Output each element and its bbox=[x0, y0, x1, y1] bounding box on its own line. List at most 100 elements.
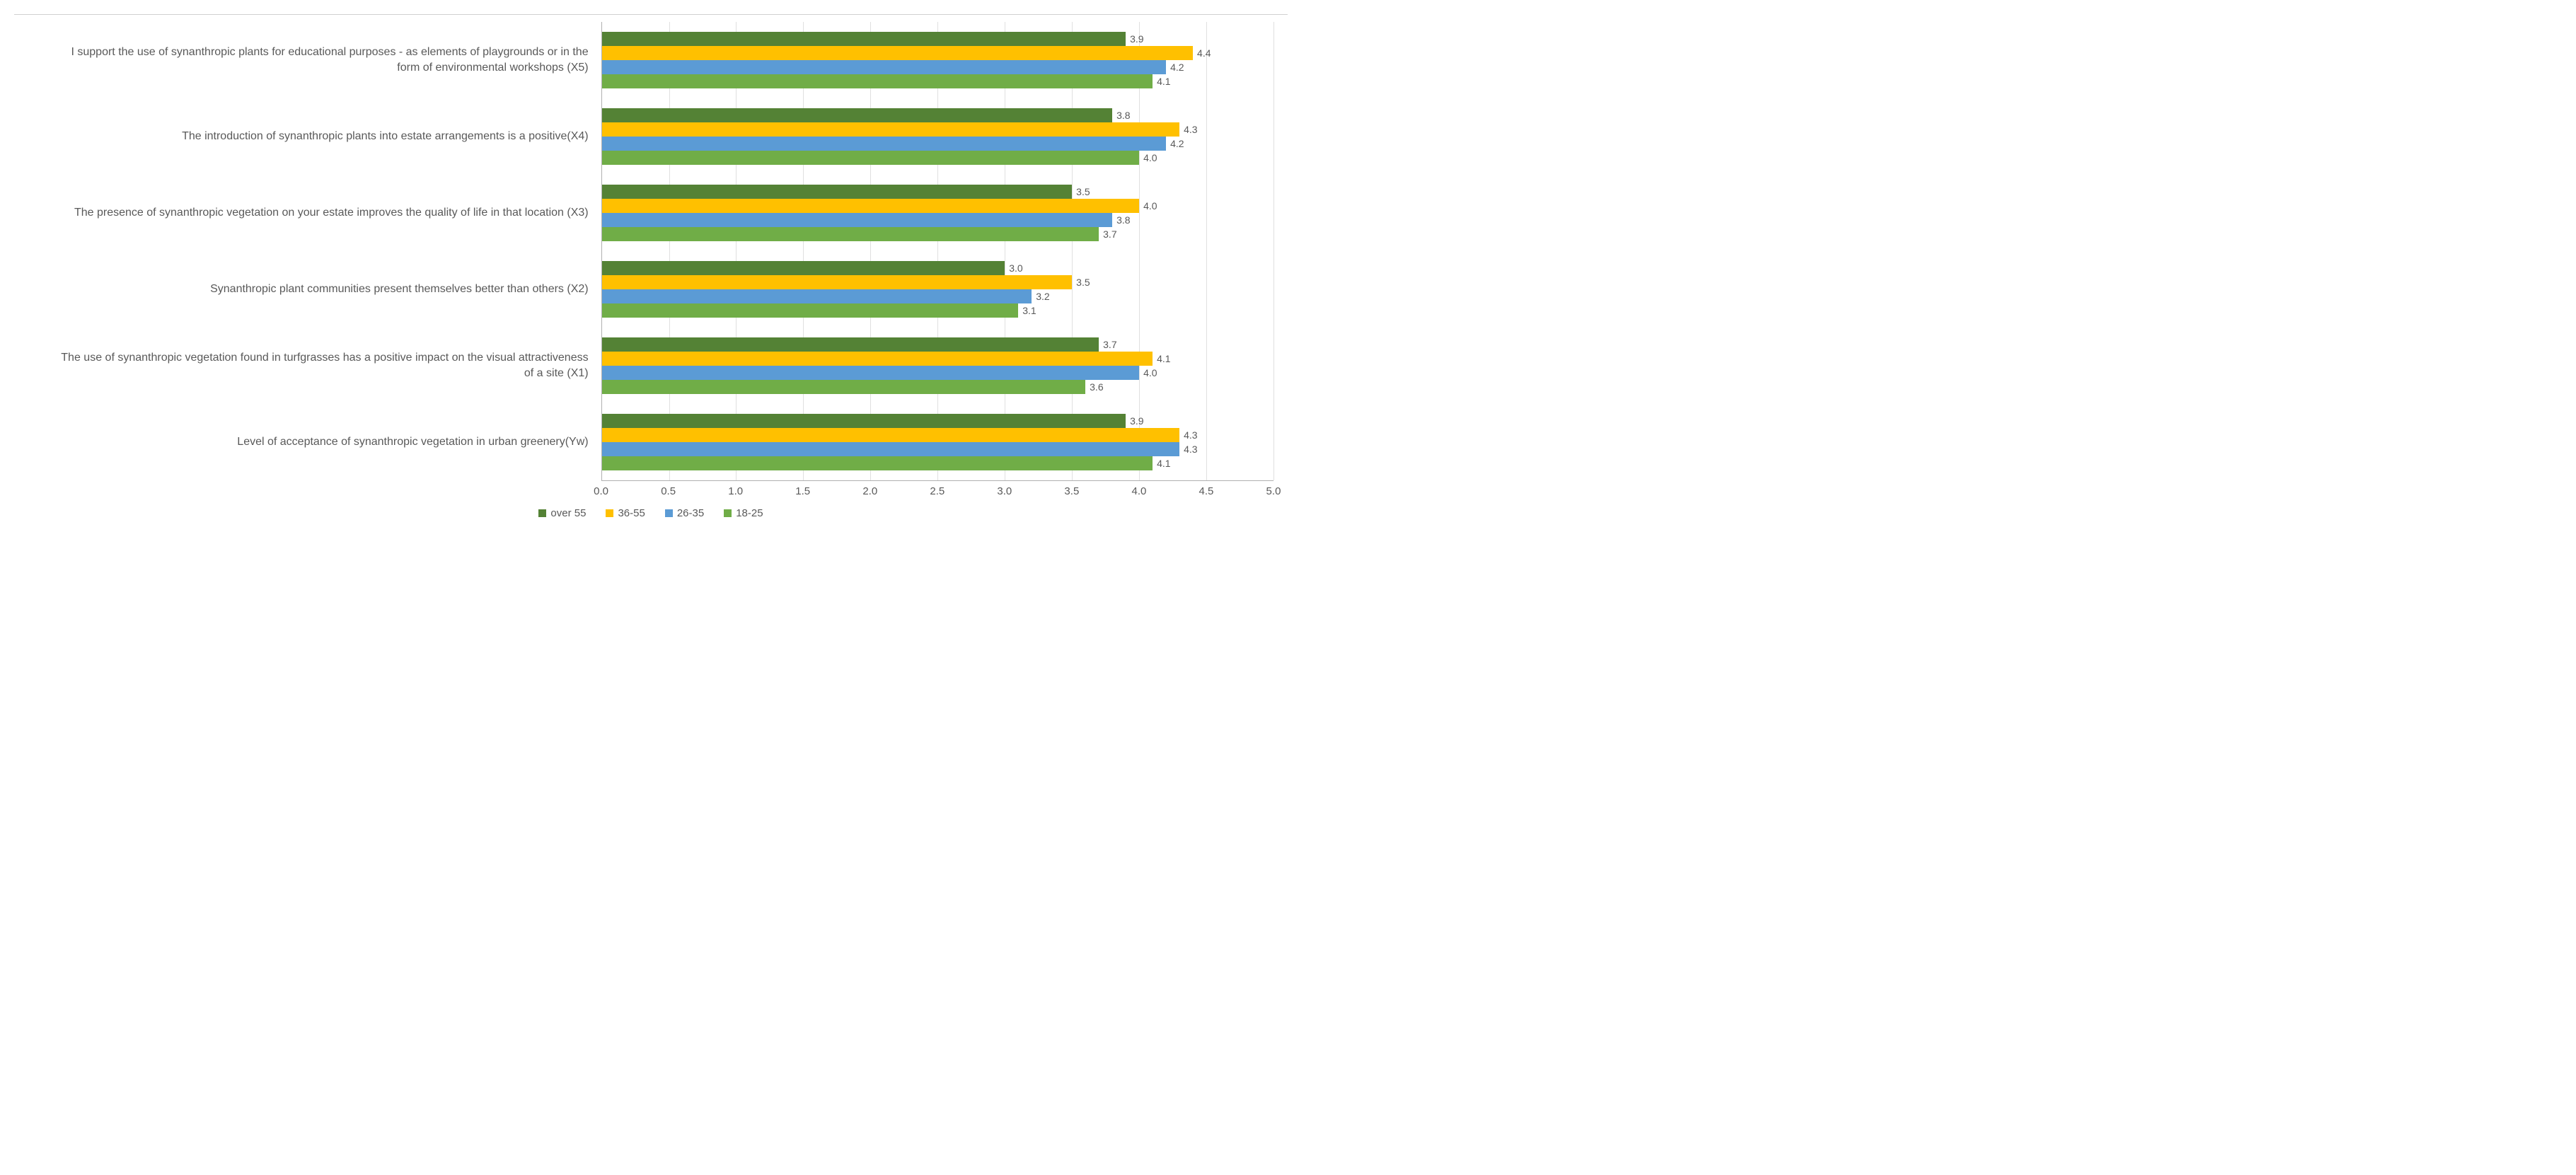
bar-group: 3.94.4 4.2 4.1 bbox=[602, 22, 1273, 98]
bar-row: 3.9 bbox=[602, 414, 1273, 428]
bar-value-label: 4.3 bbox=[1179, 429, 1197, 441]
bar-row: 3.8 bbox=[602, 213, 1273, 227]
x-axis-tick: 2.5 bbox=[930, 485, 945, 497]
bar-s36_55 bbox=[602, 275, 1073, 289]
category-label: The use of synanthropic vegetation found… bbox=[28, 328, 601, 404]
bar-value-label: 4.3 bbox=[1179, 444, 1197, 455]
bar-value-label: 3.2 bbox=[1032, 291, 1049, 302]
bar-s26_35 bbox=[602, 366, 1140, 380]
bar-s26_35 bbox=[602, 442, 1179, 456]
chart-body: I support the use of synanthropic plants… bbox=[28, 22, 1273, 500]
bar-s18_25 bbox=[602, 456, 1153, 470]
bar-over55 bbox=[602, 414, 1126, 428]
bar-group: 3.9 4.3 4.3 4.1 bbox=[602, 404, 1273, 480]
bar-row: 4.4 bbox=[602, 46, 1273, 60]
bar-value-label: 3.9 bbox=[1126, 415, 1143, 427]
bar-group: 3.74.14.03.6 bbox=[602, 328, 1273, 404]
x-axis-tick: 3.0 bbox=[997, 485, 1012, 497]
bar-row: 3.5 bbox=[602, 185, 1273, 199]
bar-value-label: 4.0 bbox=[1139, 200, 1157, 212]
bar-s26_35 bbox=[602, 289, 1032, 303]
bar-over55 bbox=[602, 32, 1126, 46]
category-label: Level of acceptance of synanthropic vege… bbox=[28, 404, 601, 480]
legend-swatch bbox=[538, 509, 546, 517]
bar-row: 4.3 bbox=[602, 442, 1273, 456]
bar-value-label: 3.1 bbox=[1018, 305, 1036, 316]
bar-row: 4.1 bbox=[602, 352, 1273, 366]
bar-row: 4.3 bbox=[602, 428, 1273, 442]
bar-s36_55 bbox=[602, 199, 1140, 213]
bar-row: 3.0 bbox=[602, 261, 1273, 275]
x-axis-tick: 4.0 bbox=[1131, 485, 1146, 497]
bar-s36_55 bbox=[602, 352, 1153, 366]
bar-row: 4.0 bbox=[602, 366, 1273, 380]
bar-row: 4.1 bbox=[602, 456, 1273, 470]
bar-row: 4.3 bbox=[602, 122, 1273, 137]
x-axis-tick: 1.5 bbox=[795, 485, 810, 497]
x-axis-tick: 0.5 bbox=[661, 485, 676, 497]
x-axis: 0.00.51.01.52.02.53.03.54.04.55.0 bbox=[601, 480, 1273, 500]
bar-row: 4.2 bbox=[602, 60, 1273, 74]
bar-value-label: 3.7 bbox=[1099, 339, 1116, 350]
legend-item-s36_55: 36-55 bbox=[606, 507, 645, 519]
legend-label: 26-35 bbox=[677, 507, 704, 519]
legend-label: 36-55 bbox=[618, 507, 645, 519]
bar-row: 3.9 bbox=[602, 32, 1273, 46]
legend-item-over55: over 55 bbox=[538, 507, 586, 519]
x-axis-tick: 3.5 bbox=[1064, 485, 1079, 497]
category-label: Synanthropic plant communities present t… bbox=[28, 251, 601, 328]
bar-value-label: 3.9 bbox=[1126, 33, 1143, 45]
bar-value-label: 4.2 bbox=[1166, 62, 1184, 73]
bar-group: 3.5 4.0 3.8 3.7 bbox=[602, 175, 1273, 251]
bar-value-label: 4.0 bbox=[1139, 152, 1157, 163]
bar-s18_25 bbox=[602, 151, 1140, 165]
x-axis-tick: 4.5 bbox=[1199, 485, 1214, 497]
bar-value-label: 4.2 bbox=[1166, 138, 1184, 149]
bar-s36_55 bbox=[602, 46, 1193, 60]
bar-s26_35 bbox=[602, 137, 1166, 151]
chart-container: I support the use of synanthropic plants… bbox=[14, 14, 1288, 533]
plot-area: 3.94.44.24.13.84.34.24.03.54.03.83.73.03… bbox=[601, 22, 1273, 480]
bar-value-label: 4.3 bbox=[1179, 124, 1197, 135]
bar-row: 4.2 bbox=[602, 137, 1273, 151]
bar-value-label: 3.8 bbox=[1112, 110, 1130, 121]
bar-value-label: 3.5 bbox=[1072, 186, 1090, 197]
plot-column: 3.94.44.24.13.84.34.24.03.54.03.83.73.03… bbox=[601, 22, 1273, 500]
bar-s18_25 bbox=[602, 227, 1099, 241]
legend-swatch bbox=[606, 509, 613, 517]
x-axis-tick: 5.0 bbox=[1266, 485, 1281, 497]
bar-row: 4.0 bbox=[602, 151, 1273, 165]
legend: over 55 36-55 26-35 18-25 bbox=[28, 507, 1273, 519]
bar-row: 3.7 bbox=[602, 227, 1273, 241]
bar-value-label: 3.0 bbox=[1005, 262, 1022, 274]
bar-over55 bbox=[602, 337, 1099, 352]
legend-label: 18-25 bbox=[736, 507, 763, 519]
bar-row: 4.1 bbox=[602, 74, 1273, 88]
bar-value-label: 3.8 bbox=[1112, 214, 1130, 226]
bar-s18_25 bbox=[602, 380, 1086, 394]
legend-item-s18_25: 18-25 bbox=[724, 507, 763, 519]
bar-value-label: 4.1 bbox=[1153, 458, 1170, 469]
legend-swatch bbox=[665, 509, 673, 517]
bar-value-label: 4.1 bbox=[1153, 76, 1170, 87]
category-label: The introduction of synanthropic plants … bbox=[28, 98, 601, 175]
bar-s36_55 bbox=[602, 122, 1179, 137]
bar-row: 3.7 bbox=[602, 337, 1273, 352]
category-label: The presence of synanthropic vegetation … bbox=[28, 175, 601, 251]
bar-over55 bbox=[602, 108, 1113, 122]
bar-row: 3.5 bbox=[602, 275, 1273, 289]
bar-s26_35 bbox=[602, 60, 1166, 74]
bar-value-label: 3.7 bbox=[1099, 228, 1116, 240]
bar-over55 bbox=[602, 185, 1073, 199]
bar-row: 4.0 bbox=[602, 199, 1273, 213]
bar-value-label: 4.0 bbox=[1139, 367, 1157, 378]
bar-group: 3.0 3.5 3.2 3.1 bbox=[602, 251, 1273, 328]
bar-s18_25 bbox=[602, 303, 1019, 318]
bar-over55 bbox=[602, 261, 1005, 275]
legend-label: over 55 bbox=[550, 507, 586, 519]
bar-value-label: 4.1 bbox=[1153, 353, 1170, 364]
bar-s36_55 bbox=[602, 428, 1179, 442]
category-labels-column: I support the use of synanthropic plants… bbox=[28, 22, 601, 500]
bar-row: 3.2 bbox=[602, 289, 1273, 303]
bar-value-label: 3.5 bbox=[1072, 277, 1090, 288]
